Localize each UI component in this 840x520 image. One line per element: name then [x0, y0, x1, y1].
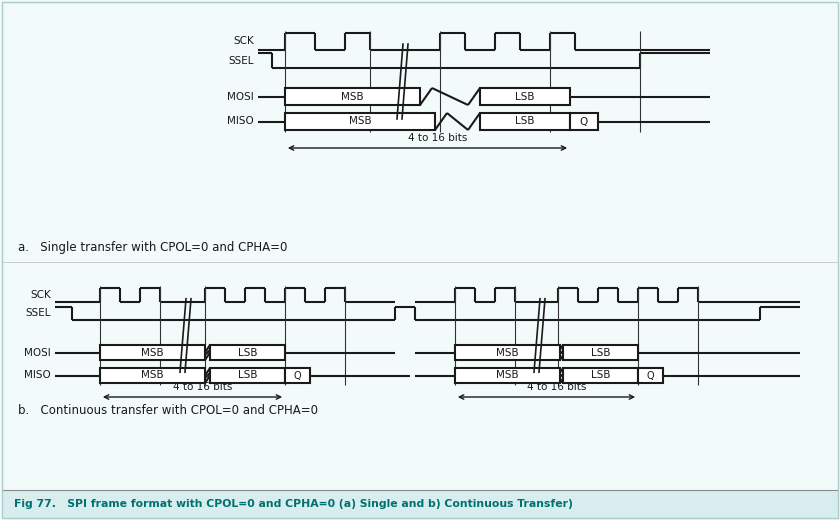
Text: SSEL: SSEL [25, 308, 51, 318]
Text: LSB: LSB [238, 370, 257, 381]
Bar [285, 88, 420, 105]
Text: SCK: SCK [30, 290, 51, 300]
Text: b.   Continuous transfer with CPOL=0 and CPHA=0: b. Continuous transfer with CPOL=0 and C… [18, 404, 318, 417]
Bar [570, 113, 598, 130]
Text: Q: Q [647, 370, 654, 381]
Text: LSB: LSB [515, 92, 535, 101]
Text: 4 to 16 bits: 4 to 16 bits [407, 133, 467, 143]
Text: LSB: LSB [238, 347, 257, 358]
Bar [285, 113, 435, 130]
Text: a.   Single transfer with CPOL=0 and CPHA=0: a. Single transfer with CPOL=0 and CPHA=… [18, 241, 287, 254]
Text: LSB: LSB [515, 116, 535, 126]
Text: LSB: LSB [591, 370, 610, 381]
Text: SSEL: SSEL [228, 56, 254, 66]
Text: Fig 77.   SPI frame format with CPOL=0 and CPHA=0 (a) Single and b) Continuous T: Fig 77. SPI frame format with CPOL=0 and… [14, 499, 573, 509]
Bar [480, 88, 570, 105]
Text: LSB: LSB [591, 347, 610, 358]
Text: Q: Q [294, 370, 302, 381]
Text: MISO: MISO [24, 370, 51, 381]
Text: MSB: MSB [496, 370, 519, 381]
Bar [285, 368, 310, 383]
Text: MOSI: MOSI [228, 92, 254, 101]
Text: MSB: MSB [141, 347, 164, 358]
Bar [455, 345, 560, 360]
Text: SCK: SCK [234, 36, 254, 46]
Text: 4 to 16 bits: 4 to 16 bits [173, 382, 232, 392]
Text: MSB: MSB [341, 92, 364, 101]
Text: MSB: MSB [496, 347, 519, 358]
Bar [638, 368, 663, 383]
Bar [2, 490, 838, 518]
Bar [100, 368, 205, 383]
Bar [210, 368, 285, 383]
Bar [563, 368, 638, 383]
Text: Q: Q [580, 116, 588, 126]
Bar [100, 345, 205, 360]
Text: MSB: MSB [141, 370, 164, 381]
Text: 4 to 16 bits: 4 to 16 bits [527, 382, 586, 392]
Bar [480, 113, 570, 130]
Text: MSB: MSB [349, 116, 371, 126]
Bar [455, 368, 560, 383]
Bar [210, 345, 285, 360]
Text: MISO: MISO [228, 116, 254, 126]
Bar [563, 345, 638, 360]
Text: MOSI: MOSI [24, 347, 51, 358]
